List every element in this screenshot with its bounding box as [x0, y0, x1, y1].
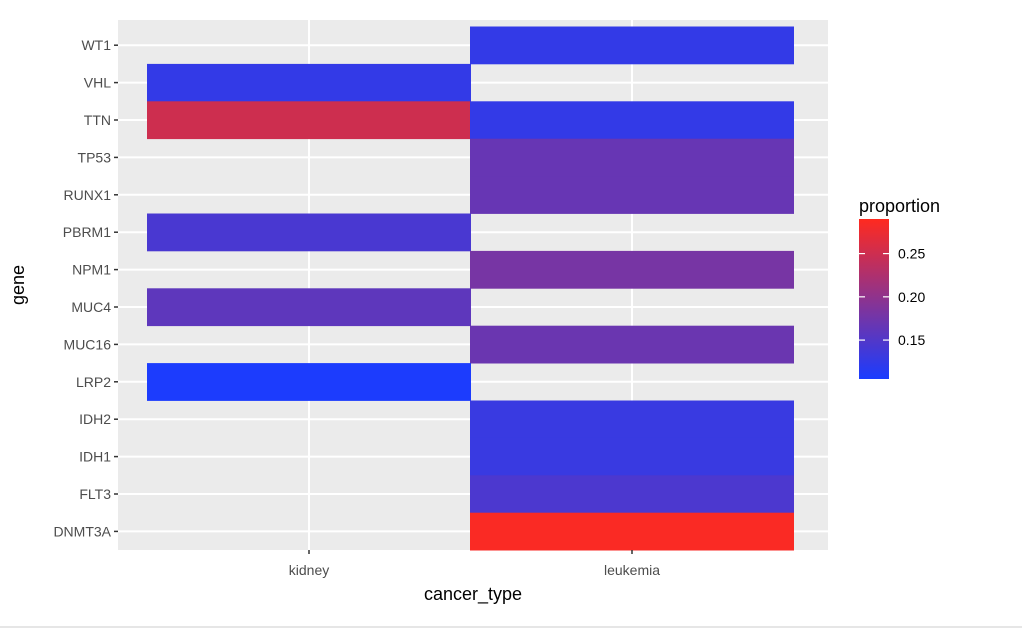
y-tick-label-IDH1: IDH1 [79, 449, 111, 465]
y-tick-label-MUC4: MUC4 [71, 299, 111, 315]
y-tick-label-LRP2: LRP2 [76, 374, 111, 390]
x-axis: kidney leukemia [289, 550, 660, 578]
y-tick-label-RUNX1: RUNX1 [64, 187, 112, 203]
x-tick-label-kidney: kidney [289, 562, 329, 578]
legend-label-1: 0.20 [898, 289, 925, 305]
legend-title: proportion [859, 196, 940, 216]
y-tick-label-TP53: TP53 [78, 149, 112, 165]
legend-colorbar [859, 219, 889, 379]
y-tick-label-PBRM1: PBRM1 [63, 224, 111, 240]
y-tick-label-FLT3: FLT3 [79, 486, 111, 502]
y-tick-label-IDH2: IDH2 [79, 411, 111, 427]
y-tick-label-WT1: WT1 [81, 37, 111, 53]
legend-label-2: 0.25 [898, 246, 925, 262]
heatmap-cell-leukemia-MUC16 [470, 325, 794, 364]
color-legend: proportion 0.15 0.20 0.25 [859, 196, 940, 379]
y-tick-label-DNMT3A: DNMT3A [53, 523, 111, 539]
y-tick-label-VHL: VHL [84, 75, 111, 91]
heatmap-cell-leukemia-IDH1 [470, 437, 794, 476]
legend-label-0: 0.15 [898, 332, 925, 348]
y-tick-label-NPM1: NPM1 [72, 262, 111, 278]
heatmap-cell-kidney-MUC4 [147, 288, 471, 327]
x-tick-label-leukemia: leukemia [604, 562, 660, 578]
heatmap-cell-kidney-LRP2 [147, 363, 471, 401]
heatmap-cell-leukemia-TTN [470, 101, 794, 140]
y-axis: WT1 VHL TTN TP53 RUNX1 PBRM1 NPM1 MUC4 MUC16 LRP2… [53, 37, 118, 539]
heatmap-cell-leukemia-TP53 [470, 138, 794, 177]
heatmap-cell-leukemia-IDH2 [470, 400, 794, 439]
heatmap-cell-leukemia-WT1 [470, 26, 794, 65]
y-tick-label-TTN: TTN [84, 112, 111, 128]
y-tick-label-MUC16: MUC16 [64, 336, 112, 352]
heatmap-cell-leukemia-NPM1 [470, 250, 794, 289]
y-axis-title: gene [8, 265, 28, 305]
heatmap-cell-kidney-VHL [147, 63, 471, 102]
heatmap-cell-leukemia-RUNX1 [470, 176, 794, 214]
heatmap-cells [147, 26, 794, 551]
heatmap-cell-leukemia-DNMT3A [470, 512, 794, 551]
bottom-divider [0, 626, 1022, 628]
x-axis-title: cancer_type [424, 584, 522, 605]
heatmap-cell-kidney-PBRM1 [147, 213, 471, 252]
heatmap-cell-kidney-TTN [147, 101, 471, 140]
heatmap-cell-leukemia-FLT3 [470, 475, 794, 514]
